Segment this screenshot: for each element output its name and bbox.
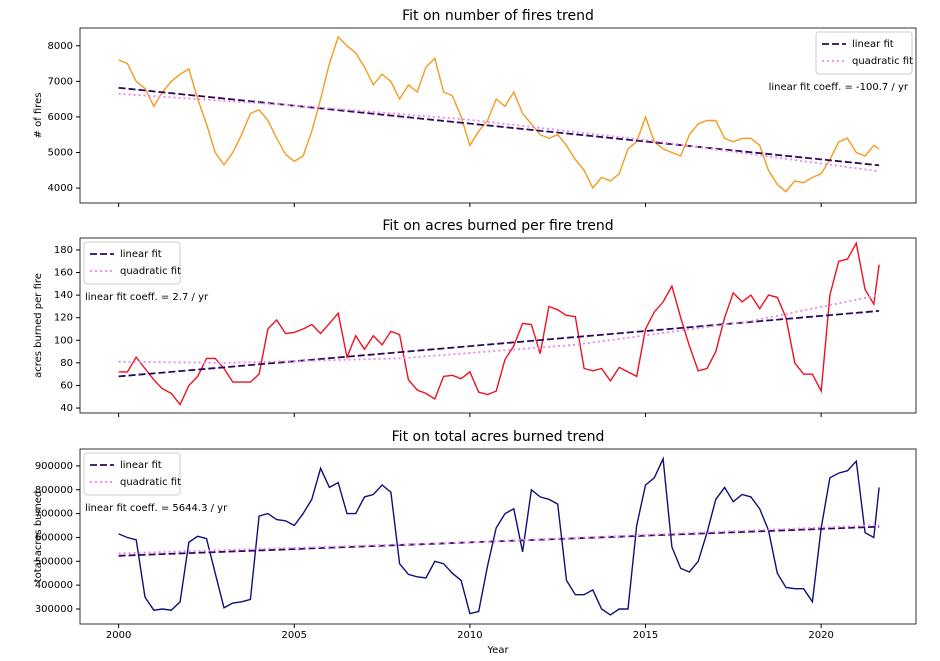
y-tick-label: 120: [54, 313, 73, 324]
series-line: [118, 456, 880, 616]
annotation: linear fit coeff. = 2.7 / yr: [85, 292, 209, 303]
y-tick-label: 7000: [48, 76, 73, 87]
legend-label: quadratic fit: [120, 266, 181, 277]
legend-label: quadratic fit: [120, 477, 181, 488]
x-tick-label: 2015: [633, 630, 658, 641]
y-tick-label: 4000: [48, 183, 73, 194]
subplot: Fit on acres burned per fire trend acres …: [33, 218, 917, 417]
series-line: [118, 310, 880, 378]
legend-box: [83, 241, 181, 285]
plot-frame: [79, 27, 917, 204]
annotation: linear fit coeff. = 5644.3 / yr: [85, 503, 228, 514]
series-line: [118, 241, 880, 406]
legend-box: [83, 452, 181, 496]
y-tick-label: 800000: [35, 485, 73, 496]
subplot-title: Fit on acres burned per fire trend: [382, 218, 613, 234]
y-tick-label: 300000: [35, 604, 73, 615]
x-tick-label: 2000: [106, 630, 131, 641]
annotation: linear fit coeff. = -100.7 / yr: [769, 82, 909, 93]
x-tick-label: 2005: [282, 630, 307, 641]
y-tick-label: 400000: [35, 580, 73, 591]
y-tick-label: 100: [54, 335, 73, 346]
subplot-title: Fit on total acres burned trend: [392, 429, 605, 445]
y-axis-label: # of fires: [33, 93, 44, 139]
legend-label: linear fit: [852, 39, 894, 50]
series-line: [118, 86, 880, 167]
y-tick-label: 60: [60, 380, 73, 391]
plot-frame: [79, 448, 917, 625]
subplot: Fit on number of fires trend # of fires 40…: [33, 8, 917, 207]
legend-label: linear fit: [120, 460, 162, 471]
legend-box: [815, 31, 913, 75]
y-tick-label: 80: [60, 358, 73, 369]
subplot-title: Fit on number of fires trend: [402, 8, 594, 24]
legend-label: quadratic fit: [852, 56, 913, 67]
y-tick-label: 8000: [48, 41, 73, 52]
series-line: [118, 35, 880, 193]
series-line: [118, 294, 880, 364]
y-tick-label: 700000: [35, 509, 73, 520]
plot-frame: [79, 237, 917, 414]
y-tick-label: 500000: [35, 556, 73, 567]
series-line: [118, 524, 880, 555]
y-axis-label: total acres burned: [33, 491, 44, 583]
y-tick-label: 180: [54, 245, 73, 256]
y-tick-label: 5000: [48, 147, 73, 158]
subplot: Fit on total acres burned trend total acr…: [33, 429, 917, 656]
legend-label: linear fit: [120, 249, 162, 260]
x-tick-label: 2020: [808, 630, 833, 641]
y-tick-label: 160: [54, 268, 73, 279]
y-axis-label: acres burned per fire: [33, 273, 44, 378]
y-tick-label: 600000: [35, 532, 73, 543]
y-tick-label: 900000: [35, 461, 73, 472]
y-tick-label: 40: [60, 403, 73, 414]
x-tick-label: 2010: [457, 630, 482, 641]
x-axis-label: Year: [486, 645, 509, 656]
y-tick-label: 140: [54, 290, 73, 301]
y-tick-label: 6000: [48, 112, 73, 123]
